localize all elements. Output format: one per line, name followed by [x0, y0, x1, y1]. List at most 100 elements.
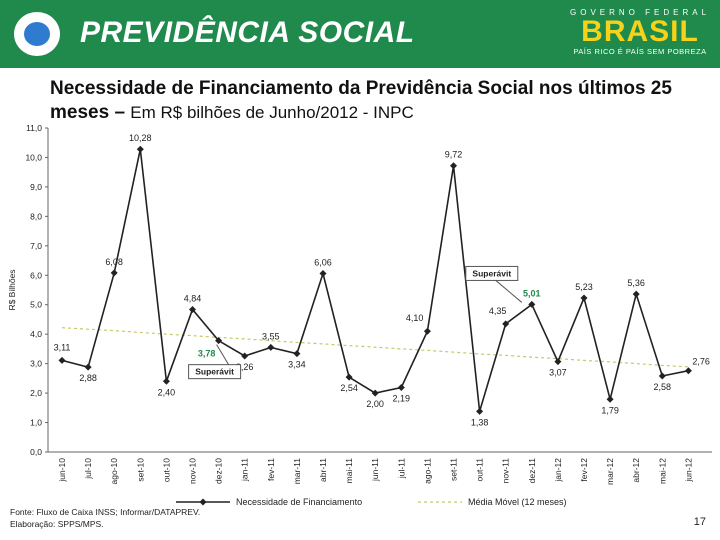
data-point-marker	[606, 395, 614, 403]
data-point-marker	[84, 363, 92, 371]
x-tick-label: nov-10	[188, 458, 198, 484]
y-tick-label: 6,0	[30, 270, 42, 280]
data-point-marker	[319, 270, 327, 278]
y-tick-label: 5,0	[30, 300, 42, 310]
y-tick-label: 3,0	[30, 359, 42, 369]
gov-slogan-text: PAÍS RICO É PAÍS SEM POBREZA	[573, 47, 707, 56]
x-tick-label: jul-10	[83, 458, 93, 480]
data-label: 2,88	[79, 373, 97, 383]
line-chart: 0,0 1,0 2,0 3,0 4,0 5,0 6,0 7,0 8,0 9,0 10,0 11,0 R$…	[7, 123, 712, 507]
data-label: 2,76	[692, 357, 710, 367]
data-point-marker	[58, 356, 66, 364]
x-tick-label: dez-11	[527, 458, 537, 484]
gov-brasil-text: BRASIL	[581, 15, 699, 48]
superavit-label: Superávit	[472, 268, 511, 278]
data-label: 6,08	[105, 257, 123, 267]
footer-elaboration: Elaboração: SPPS/MPS.	[10, 519, 104, 529]
x-tick-label: jun-11	[370, 458, 380, 482]
government-logo: GOVERNO FEDERAL BRASIL PAÍS RICO É PAÍS …	[570, 6, 710, 62]
y-tick-label: 9,0	[30, 182, 42, 192]
data-point-marker	[658, 372, 666, 380]
data-point-marker	[345, 373, 353, 381]
data-point-marker	[136, 145, 144, 153]
footer-source: Fonte: Fluxo de Caixa INSS; Informar/DAT…	[10, 507, 201, 517]
legend-label-main: Necessidade de Financiamento	[236, 497, 362, 507]
x-tick-label: ago-10	[109, 458, 119, 485]
data-label: 10,28	[129, 133, 152, 143]
data-point-marker	[554, 358, 562, 366]
x-tick-label: ago-11	[422, 458, 432, 484]
data-label: 1,79	[601, 405, 619, 415]
x-tick-label: jun-12	[683, 458, 693, 483]
title-main: Necessidade de Financiamento da Previdên…	[50, 78, 672, 123]
data-label: 2,40	[158, 387, 176, 397]
data-point-marker	[684, 367, 692, 375]
superavit-pointer	[495, 280, 523, 303]
x-tick-label: abr-11	[318, 458, 328, 482]
data-point-marker	[397, 383, 405, 391]
y-tick-label: 11,0	[26, 123, 42, 133]
superavit-label: Superávit	[195, 367, 234, 377]
x-tick-label: jan-11	[240, 458, 250, 482]
x-tick-label: dez-10	[214, 458, 224, 484]
data-label: 5,36	[627, 278, 645, 288]
superavit-pointer	[216, 344, 230, 365]
y-tick-label: 4,0	[30, 329, 42, 339]
data-label: 1,38	[471, 417, 489, 427]
x-tick-label: mar-12	[605, 458, 615, 485]
x-tick-label: out-11	[475, 458, 485, 482]
y-tick-label: 0,0	[30, 447, 42, 457]
data-point-marker	[241, 352, 249, 360]
data-label: 2,54	[340, 383, 358, 393]
footer-notes: Fonte: Fluxo de Caixa INSS; Informar/DAT…	[10, 506, 200, 530]
data-point-marker	[110, 269, 118, 277]
title-subtitle: Em R$ bilhões de Junho/2012 - INPC	[130, 103, 414, 122]
data-point-marker	[267, 343, 275, 351]
data-label: 2,58	[654, 382, 672, 392]
superavit-box	[465, 265, 519, 281]
y-tick-label: 10,0	[25, 152, 42, 162]
data-label: 3,07	[549, 368, 567, 378]
data-label: 2,00	[366, 399, 384, 409]
x-tick-label: mai-11	[344, 458, 354, 484]
data-label: 4,10	[406, 313, 424, 323]
x-tick-label: jun-10	[57, 458, 67, 483]
data-label: 3,26	[236, 362, 254, 372]
x-tick-label: abr-12	[631, 458, 641, 483]
data-label: 2,19	[393, 393, 411, 403]
y-tick-label: 8,0	[30, 211, 42, 221]
gov-top-text: GOVERNO FEDERAL	[570, 8, 711, 17]
moving-average-line	[61, 327, 689, 368]
x-tick-label: mar-11	[292, 458, 302, 485]
header-banner: PREVIDÊNCIA SOCIAL GOVERNO FEDERAL BRASI…	[0, 0, 720, 68]
data-point-marker	[423, 327, 431, 335]
data-label: 3,55	[262, 331, 280, 341]
data-point-marker	[580, 294, 588, 302]
data-label: 9,72	[445, 150, 463, 160]
data-point-marker	[528, 300, 536, 308]
data-point-marker	[162, 377, 170, 385]
x-tick-label: jan-12	[553, 458, 563, 483]
data-point-marker	[632, 290, 640, 298]
y-tick-label: 7,0	[30, 241, 42, 251]
data-label: 5,23	[575, 282, 593, 292]
y-tick-label: 2,0	[30, 388, 42, 398]
page-number: 17	[693, 516, 706, 528]
data-point-marker	[476, 407, 484, 415]
x-tick-label: fev-12	[579, 458, 589, 482]
data-label: 4,35	[489, 306, 507, 316]
data-label: 3,78	[198, 349, 216, 359]
y-axis-label: R$ Bilhões	[7, 269, 17, 310]
data-point-marker	[293, 350, 301, 358]
data-point-marker	[450, 162, 457, 170]
data-point-marker	[371, 389, 379, 397]
x-tick-label: nov-11	[501, 458, 511, 484]
financing-need-line	[61, 149, 689, 412]
data-point-marker	[215, 337, 223, 345]
x-tick-label: mai-12	[657, 458, 667, 484]
x-tick-label: out-10	[161, 458, 171, 482]
data-label: 4,84	[184, 293, 202, 303]
data-label: 5,01	[523, 288, 541, 298]
slide-title: Necessidade de Financiamento da Previdên…	[50, 77, 710, 125]
data-label: 3,11	[54, 342, 71, 352]
